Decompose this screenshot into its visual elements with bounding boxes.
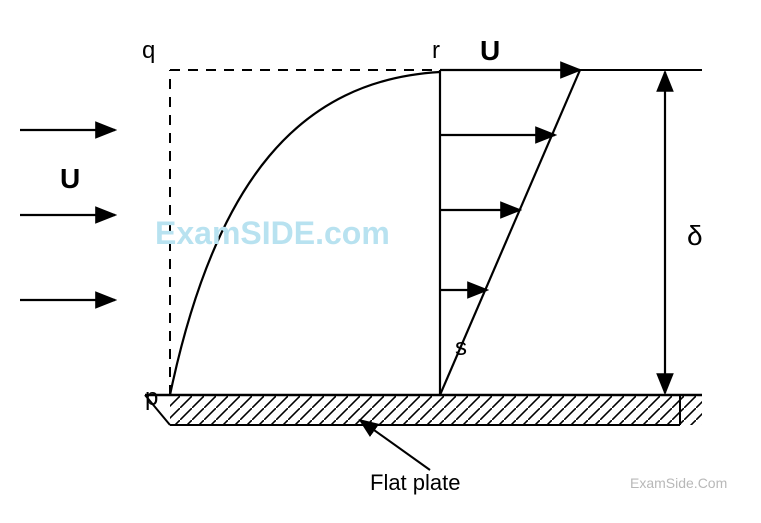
flat-plate (145, 395, 702, 425)
u-top-label: U (480, 35, 500, 66)
r-label: r (432, 37, 440, 64)
freestream-arrows (20, 130, 115, 300)
dashed-boundary (170, 70, 440, 395)
u-left-label: U (60, 163, 80, 194)
boundary-layer-curve (170, 72, 440, 395)
linear-profile (440, 70, 580, 395)
delta-label: δ (687, 220, 703, 251)
flat-plate-pointer (360, 420, 430, 470)
flat-plate-label: Flat plate (370, 470, 461, 495)
q-label: q (142, 37, 155, 64)
velocity-profile-arrows (440, 135, 555, 290)
